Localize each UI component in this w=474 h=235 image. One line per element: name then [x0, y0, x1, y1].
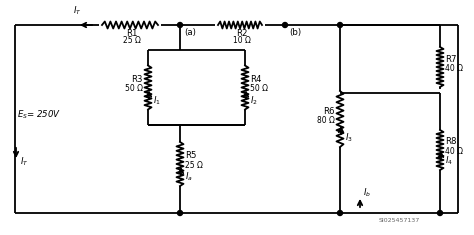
- Text: $I_4$: $I_4$: [445, 154, 453, 167]
- Text: $I_a$: $I_a$: [185, 171, 193, 183]
- Text: 10 Ω: 10 Ω: [233, 36, 251, 45]
- Text: $I_2$: $I_2$: [250, 94, 258, 106]
- Text: 25 Ω: 25 Ω: [123, 36, 141, 45]
- Text: $I_b$: $I_b$: [363, 187, 371, 199]
- Text: (b): (b): [289, 28, 301, 37]
- Circle shape: [438, 211, 443, 215]
- Text: 50 Ω: 50 Ω: [250, 84, 268, 93]
- Text: $I_3$: $I_3$: [345, 132, 353, 144]
- Text: 25 Ω: 25 Ω: [185, 161, 203, 169]
- Text: 80 Ω: 80 Ω: [317, 115, 335, 125]
- Circle shape: [337, 211, 343, 215]
- Circle shape: [283, 23, 288, 27]
- Text: R3: R3: [131, 75, 143, 84]
- Text: R2: R2: [236, 29, 248, 38]
- Text: $I_1$: $I_1$: [153, 94, 161, 106]
- Circle shape: [337, 23, 343, 27]
- Text: R6: R6: [323, 106, 335, 115]
- Text: R7: R7: [445, 55, 456, 63]
- Text: $E_S$= 250V: $E_S$= 250V: [17, 109, 61, 121]
- Text: SI025457137: SI025457137: [378, 218, 419, 223]
- Text: 40 Ω: 40 Ω: [445, 63, 463, 73]
- Circle shape: [177, 23, 182, 27]
- Text: R1: R1: [126, 29, 138, 38]
- Text: $I_T$: $I_T$: [73, 4, 82, 17]
- Text: R4: R4: [250, 75, 262, 84]
- Text: R8: R8: [445, 137, 456, 146]
- Text: 50 Ω: 50 Ω: [125, 84, 143, 93]
- Text: $I_T$: $I_T$: [20, 156, 28, 168]
- Text: (a): (a): [184, 28, 196, 37]
- Text: 40 Ω: 40 Ω: [445, 146, 463, 156]
- Circle shape: [177, 211, 182, 215]
- Text: R5: R5: [185, 152, 197, 161]
